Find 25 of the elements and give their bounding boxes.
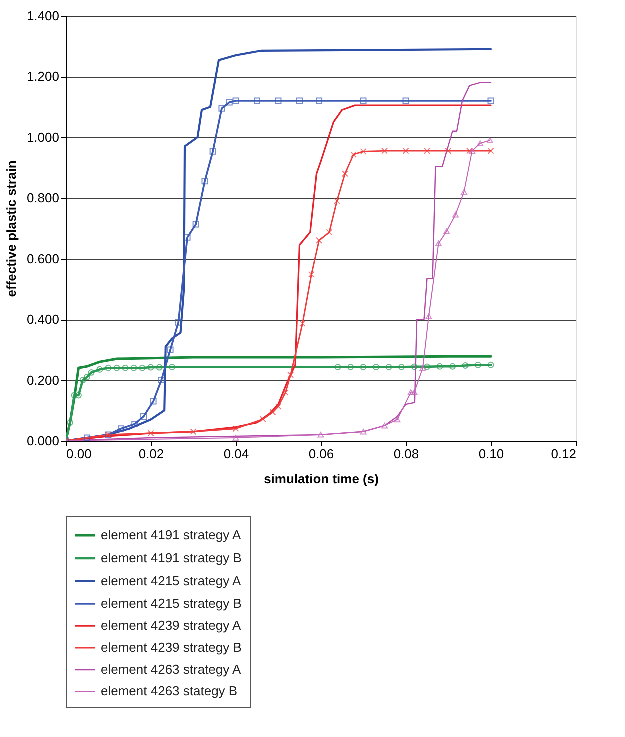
x-tick-label: 0.00 xyxy=(66,446,92,462)
x-tick-label: 0.10 xyxy=(478,446,504,462)
x-tick-label: 0.12 xyxy=(551,446,576,462)
y-tick-label: 0.200 xyxy=(26,372,60,388)
y-tick-label: 1.400 xyxy=(26,8,60,24)
legend-label: element 4191 strategy A xyxy=(101,528,242,542)
legend-label: element 4191 strategy B xyxy=(101,550,242,566)
y-tick-label: 0.400 xyxy=(26,312,60,328)
y-tick-label: 0.000 xyxy=(26,434,60,448)
y-axis-title: effective plastic strain xyxy=(4,160,19,298)
y-tick-label: 0.600 xyxy=(26,251,60,266)
y-tick-label: 0.800 xyxy=(26,190,60,206)
y-tick-label: 1.200 xyxy=(26,69,60,84)
legend-label: element 4263 strategy A xyxy=(101,662,242,677)
y-tick-label: 1.000 xyxy=(26,130,60,145)
x-tick-label: 0.06 xyxy=(308,446,334,462)
legend-label: element 4215 strategy B xyxy=(101,596,242,611)
legend-label: element 4239 strategy A xyxy=(101,618,242,633)
x-axis-title: simulation time (s) xyxy=(264,472,379,486)
x-tick-label: 0.02 xyxy=(138,446,164,462)
x-tick-label: 0.08 xyxy=(394,446,420,462)
legend-label: element 4215 strategy A xyxy=(101,574,242,588)
legend-label: element 4239 strategy B xyxy=(101,640,242,655)
x-tick-label: 0.04 xyxy=(224,446,250,462)
legend-label: element 4263 stategy B xyxy=(101,684,238,698)
